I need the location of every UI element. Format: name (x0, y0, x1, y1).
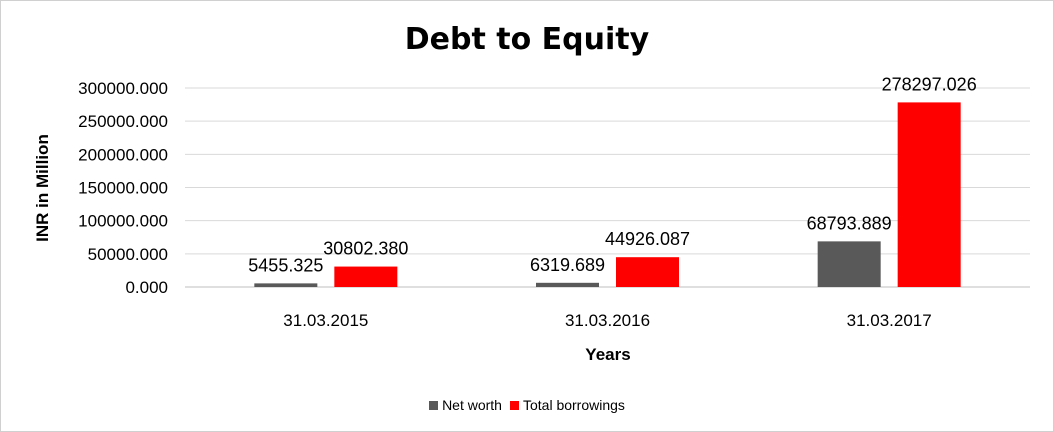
data-label: 44926.087 (605, 229, 690, 249)
y-tick-label: 50000.000 (88, 245, 168, 264)
legend-item-total-borrowings: Total borrowings (509, 397, 625, 413)
data-label: 30802.380 (323, 239, 408, 259)
x-tick-label: 31.03.2017 (847, 311, 932, 330)
y-axis-ticks: 0.000 50000.000 100000.000 150000.000 200000… (78, 79, 168, 297)
gridlines (185, 87, 1030, 288)
x-tick-label: 31.03.2015 (283, 311, 368, 330)
data-label: 68793.889 (807, 213, 892, 233)
bar-net-worth (817, 241, 881, 287)
y-tick-label: 100000.000 (78, 212, 168, 231)
data-label: 6319.689 (530, 255, 605, 275)
legend-item-net-worth: Net worth (429, 397, 502, 413)
bar-total-borrowings (897, 102, 961, 288)
x-axis-title: Years (585, 345, 630, 364)
x-axis-ticks: 31.03.2015 31.03.2016 31.03.2017 (283, 311, 931, 330)
y-tick-label: 250000.000 (78, 112, 168, 131)
bar-net-worth (536, 282, 599, 287)
bar-total-borrowings (616, 257, 679, 287)
legend-swatch-net-worth (429, 400, 439, 410)
legend-label-total-borrowings: Total borrowings (522, 397, 625, 413)
chart-title: Debt to Equity (404, 22, 650, 57)
data-label: 5455.325 (248, 255, 323, 275)
y-tick-label: 300000.000 (78, 79, 168, 98)
bar-total-borrowings (334, 266, 398, 287)
y-tick-label: 150000.000 (78, 179, 168, 198)
legend-label-net-worth: Net worth (442, 397, 502, 413)
legend: Net worth Total borrowings (0, 397, 1054, 413)
y-axis-title: INR in Million (33, 134, 52, 242)
y-tick-label: 0.000 (125, 278, 168, 297)
bar-net-worth (254, 283, 318, 287)
legend-swatch-total-borrowings (509, 400, 519, 410)
x-tick-label: 31.03.2016 (565, 311, 650, 330)
data-label: 278297.026 (882, 74, 977, 94)
y-tick-label: 200000.000 (78, 145, 168, 164)
